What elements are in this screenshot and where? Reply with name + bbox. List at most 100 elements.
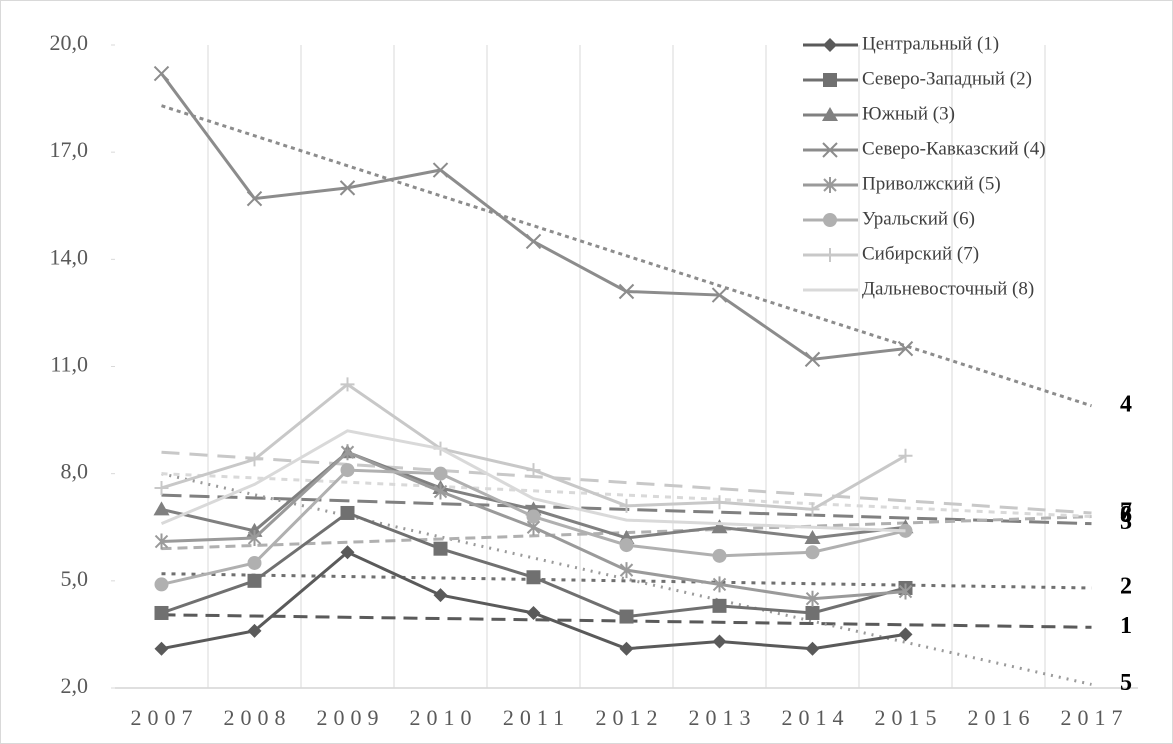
y-tick-label: 17,0 xyxy=(50,137,89,162)
marker xyxy=(340,444,355,461)
trend-label: 6 xyxy=(1120,502,1132,528)
legend-label: Центральный (1) xyxy=(862,33,999,54)
marker xyxy=(433,541,448,556)
legend-marker xyxy=(823,38,837,52)
marker xyxy=(340,505,355,520)
trend-label: 7 xyxy=(1120,498,1132,524)
legend-item: Южный (3) xyxy=(803,103,955,124)
marker xyxy=(246,190,263,207)
marker xyxy=(711,519,728,534)
marker xyxy=(619,641,634,656)
legend-item: Северо-Кавказский (4) xyxy=(803,138,1046,159)
legend-label: Северо-Кавказский (4) xyxy=(862,138,1046,159)
marker xyxy=(526,463,541,478)
y-tick-label: 2,0 xyxy=(61,673,89,698)
marker xyxy=(432,162,449,178)
marker xyxy=(618,283,635,300)
marker xyxy=(433,588,448,603)
legend-label: Приволжский (5) xyxy=(862,173,1001,194)
marker xyxy=(153,501,170,516)
marker xyxy=(340,463,355,478)
marker xyxy=(154,641,169,656)
marker xyxy=(711,287,728,303)
trend-label: 2 xyxy=(1120,573,1132,599)
trend-label: 8 xyxy=(1120,502,1132,528)
legend-marker xyxy=(822,142,838,158)
marker xyxy=(154,480,169,495)
marker xyxy=(804,351,821,368)
y-tick-label: 5,0 xyxy=(61,566,89,591)
marker xyxy=(247,452,262,467)
marker xyxy=(619,609,634,624)
x-tick-label: 2015 xyxy=(875,705,943,730)
series xyxy=(153,65,914,368)
marker xyxy=(898,448,913,463)
x-tick-label: 2013 xyxy=(689,705,757,730)
x-tick-label: 2008 xyxy=(224,705,292,730)
legend-marker xyxy=(823,248,837,262)
marker xyxy=(712,495,727,510)
y-tick-label: 20,0 xyxy=(50,30,89,55)
marker xyxy=(712,548,727,563)
marker xyxy=(154,605,169,620)
marker xyxy=(340,377,355,392)
marker xyxy=(805,605,820,620)
marker xyxy=(433,466,448,481)
trend-line xyxy=(161,450,1092,515)
marker xyxy=(619,538,634,553)
legend-label: Дальневосточный (8) xyxy=(862,278,1034,299)
marker xyxy=(805,641,820,656)
x-tick-label: 2016 xyxy=(968,705,1036,730)
marker xyxy=(898,627,913,642)
y-tick-label: 8,0 xyxy=(61,459,89,484)
series xyxy=(160,429,906,533)
legend-label: Уральский (6) xyxy=(862,208,975,229)
legend-item: Сибирский (7) xyxy=(803,243,979,264)
legend-item: Центральный (1) xyxy=(803,33,999,54)
x-tick-label: 2017 xyxy=(1061,705,1129,730)
marker xyxy=(805,590,820,607)
marker xyxy=(247,623,262,638)
marker xyxy=(247,529,262,546)
marker xyxy=(526,605,541,620)
marker xyxy=(153,65,170,82)
legend-marker xyxy=(823,213,837,227)
legend-item: Уральский (6) xyxy=(803,208,975,229)
legend-item: Приволжский (5) xyxy=(803,173,1001,194)
legend-label: Южный (3) xyxy=(862,103,955,124)
trend-line xyxy=(161,104,1092,408)
x-tick-label: 2007 xyxy=(131,705,199,730)
trend-label: 3 xyxy=(1120,509,1132,535)
trend-label: 1 xyxy=(1120,613,1132,639)
marker xyxy=(712,634,727,649)
marker xyxy=(712,576,727,593)
line xyxy=(160,429,906,533)
legend-item: Дальневосточный (8) xyxy=(803,278,1034,299)
legend-marker xyxy=(823,177,837,193)
marker xyxy=(154,577,169,592)
marker xyxy=(526,509,541,524)
marker xyxy=(898,583,913,600)
legend-label: Сибирский (7) xyxy=(862,243,979,264)
marker xyxy=(805,502,820,517)
marker xyxy=(247,573,262,588)
marker xyxy=(619,562,634,579)
marker xyxy=(804,529,821,544)
x-tick-label: 2009 xyxy=(317,705,385,730)
marker xyxy=(339,180,356,196)
series xyxy=(154,505,913,624)
y-tick-label: 14,0 xyxy=(50,244,89,269)
marker xyxy=(247,555,262,570)
legend-marker xyxy=(822,107,838,121)
legend-marker xyxy=(823,73,837,87)
x-tick-label: 2014 xyxy=(782,705,850,730)
marker xyxy=(525,233,542,250)
series xyxy=(154,463,913,592)
legend-item: Северо-Западный (2) xyxy=(803,68,1032,89)
marker xyxy=(805,545,820,560)
marker xyxy=(433,483,448,500)
marker xyxy=(712,598,727,613)
marker xyxy=(526,570,541,585)
series xyxy=(154,444,913,607)
